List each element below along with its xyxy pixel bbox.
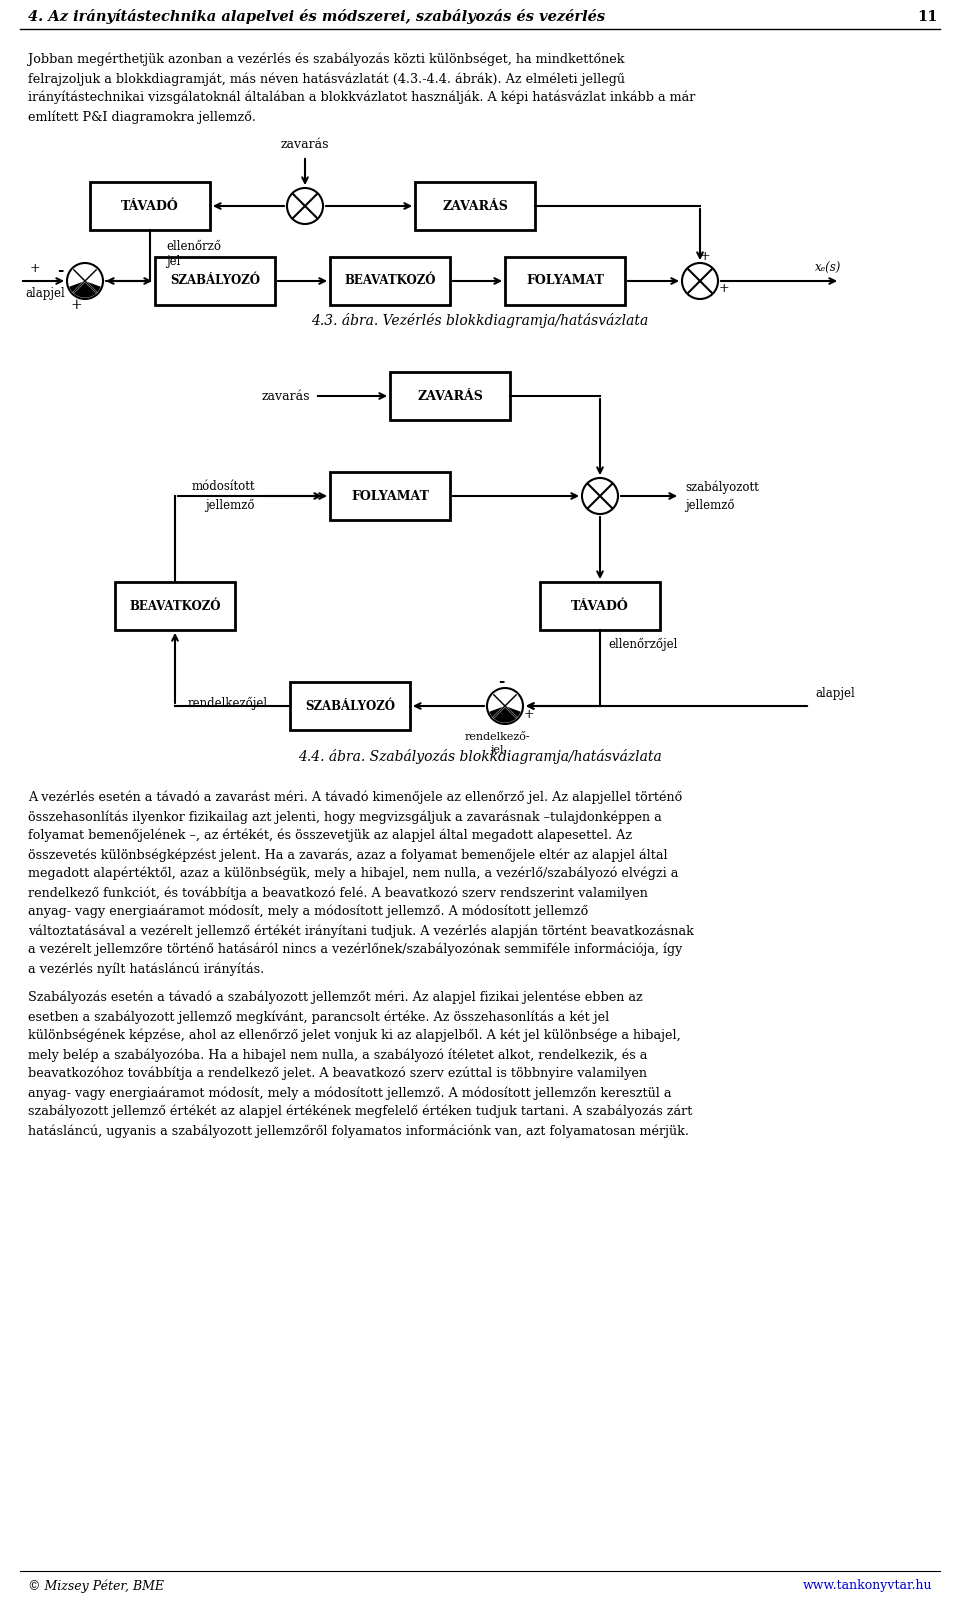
Text: anyag- vagy energiaáramot módosít, mely a módosított jellemző. A módosított jell: anyag- vagy energiaáramot módosít, mely … — [28, 1086, 671, 1099]
Bar — [330, 472, 450, 520]
Text: 4.3. ábra. Vezérlés blokkdiagramja/hatásvázlata: 4.3. ábra. Vezérlés blokkdiagramja/hatás… — [311, 314, 649, 329]
Text: jellemző: jellemző — [685, 498, 734, 512]
Text: 11: 11 — [918, 10, 938, 24]
Bar — [290, 681, 410, 730]
Text: TÁVADÓ: TÁVADÓ — [121, 200, 179, 213]
Bar — [540, 582, 660, 630]
Text: 4. Az irányítástechnika alapelvei és módszerei, szabályozás és vezérlés: 4. Az irányítástechnika alapelvei és mód… — [28, 10, 605, 24]
Text: +: + — [524, 707, 535, 720]
Text: módosított: módosított — [191, 480, 255, 493]
Wedge shape — [69, 280, 101, 298]
Text: SZABÁLYOZÓ: SZABÁLYOZÓ — [170, 274, 260, 287]
Text: TÁVADÓ: TÁVADÓ — [571, 599, 629, 612]
Text: összevetés különbségképzést jelent. Ha a zavarás, azaz a folyamat bemenőjele elt: összevetés különbségképzést jelent. Ha a… — [28, 847, 667, 862]
Circle shape — [67, 263, 103, 300]
Text: alapjel: alapjel — [25, 287, 64, 301]
Wedge shape — [490, 706, 520, 723]
Text: Jobban megérthetjük azonban a vezérlés és szabályozás közti különbséget, ha mind: Jobban megérthetjük azonban a vezérlés é… — [28, 53, 625, 66]
Text: különbségének képzése, ahol az ellenőrző jelet vonjuk ki az alapjelből. A két je: különbségének képzése, ahol az ellenőrző… — [28, 1029, 681, 1042]
Text: -: - — [498, 675, 504, 690]
Text: -: - — [57, 264, 63, 279]
Text: ZAVARÁS: ZAVARÁS — [442, 200, 508, 213]
Text: A vezérlés esetén a távadó a zavarást méri. A távadó kimenőjele az ellenőrző jel: A vezérlés esetén a távadó a zavarást mé… — [28, 791, 683, 804]
Text: összehasonlítás ilyenkor fizikailag azt jelenti, hogy megvizsgáljuk a zavarásnak: összehasonlítás ilyenkor fizikailag azt … — [28, 810, 661, 823]
Text: említett P&I diagramokra jellemző.: említett P&I diagramokra jellemző. — [28, 110, 256, 124]
Text: FOLYAMAT: FOLYAMAT — [351, 490, 429, 503]
Text: www.tankonyvtar.hu: www.tankonyvtar.hu — [803, 1579, 932, 1593]
Text: rendelkezőjel: rendelkezőjel — [188, 696, 268, 709]
Text: +: + — [719, 282, 730, 295]
Text: zavarás: zavarás — [280, 139, 329, 151]
Text: a vezérelt jellemzőre történő hatásáról nincs a vezérlőnek/szabályozónak semmifé: a vezérelt jellemzőre történő hatásáról … — [28, 942, 683, 957]
Text: FOLYAMAT: FOLYAMAT — [526, 274, 604, 287]
Bar — [505, 258, 625, 304]
Text: xₑ(s): xₑ(s) — [815, 261, 841, 274]
Text: beavatkozóhoz továbbítja a rendelkező jelet. A beavatkozó szerv ezúttal is többn: beavatkozóhoz továbbítja a rendelkező je… — [28, 1066, 647, 1081]
Text: rendelkező-: rendelkező- — [465, 731, 530, 743]
Text: megadott alapértéktől, azaz a különbségük, mely a hibajel, nem nulla, a vezérlő/: megadott alapértéktől, azaz a különbségü… — [28, 867, 679, 881]
Text: rendelkező funkciót, és továbbítja a beavatkozó felé. A beavatkozó szerv rendsze: rendelkező funkciót, és továbbítja a bea… — [28, 886, 648, 899]
Text: +: + — [700, 250, 710, 264]
Text: folyamat bemenőjelének –, az értékét, és összevetjük az alapjel által megadott a: folyamat bemenőjelének –, az értékét, és… — [28, 830, 632, 843]
Bar — [415, 182, 535, 230]
Text: anyag- vagy energiaáramot módosít, mely a módosított jellemző. A módosított jell: anyag- vagy energiaáramot módosít, mely … — [28, 905, 588, 918]
Text: mely belép a szabályozóba. Ha a hibajel nem nulla, a szabályozó ítéletet alkot, : mely belép a szabályozóba. Ha a hibajel … — [28, 1049, 647, 1062]
Text: © Mizsey Péter, BME: © Mizsey Péter, BME — [28, 1579, 164, 1593]
Text: ellenőrzőjel: ellenőrzőjel — [608, 638, 678, 651]
Text: irányítástechnikai vizsgálatoknál általában a blokkvázlatot használják. A képi h: irányítástechnikai vizsgálatoknál általá… — [28, 90, 695, 105]
Text: Szabályozás esetén a távadó a szabályozott jellemzőt méri. Az alapjel fizikai je: Szabályozás esetén a távadó a szabályozo… — [28, 991, 643, 1005]
Text: SZABÁLYOZÓ: SZABÁLYOZÓ — [305, 699, 395, 712]
Text: +: + — [30, 263, 40, 275]
Text: felrajzoljuk a blokkdiagramját, más néven hatásvázlatát (4.3.-4.4. ábrák). Az el: felrajzoljuk a blokkdiagramját, más néve… — [28, 72, 625, 85]
Text: BEAVATKOZÓ: BEAVATKOZÓ — [130, 599, 221, 612]
Circle shape — [682, 263, 718, 300]
Bar — [390, 372, 510, 420]
Text: zavarás: zavarás — [261, 390, 310, 403]
Circle shape — [287, 188, 323, 224]
Text: változtatásával a vezérelt jellemző értékét irányítani tudjuk. A vezérlés alapjá: változtatásával a vezérelt jellemző érté… — [28, 925, 694, 938]
Bar — [330, 258, 450, 304]
Text: BEAVATKOZÓ: BEAVATKOZÓ — [345, 274, 436, 287]
Bar — [90, 182, 210, 230]
Bar — [115, 582, 235, 630]
Text: +: + — [71, 298, 83, 313]
Text: hatásláncú, ugyanis a szabályozott jellemzőről folyamatos információnk van, azt : hatásláncú, ugyanis a szabályozott jelle… — [28, 1124, 689, 1137]
Text: szabályozott jellemző értékét az alapjel értékének megfelelő értéken tudjuk tart: szabályozott jellemző értékét az alapjel… — [28, 1105, 692, 1118]
Text: szabályozott: szabályozott — [685, 480, 758, 493]
Text: jel: jel — [166, 255, 180, 267]
Text: a vezérlés nyílt hatásláncú irányítás.: a vezérlés nyílt hatásláncú irányítás. — [28, 962, 264, 976]
Text: jel: jel — [491, 744, 504, 756]
Circle shape — [487, 688, 523, 723]
Bar — [155, 258, 275, 304]
Text: alapjel: alapjel — [815, 686, 854, 699]
Text: ellenőrző: ellenőrző — [166, 240, 221, 253]
Text: esetben a szabályozott jellemző megkívánt, parancsolt értéke. Az összehasonlítás: esetben a szabályozott jellemző megkíván… — [28, 1010, 610, 1023]
Circle shape — [582, 478, 618, 514]
Text: jellemző: jellemző — [205, 498, 255, 512]
Text: ZAVARÁS: ZAVARÁS — [417, 390, 483, 403]
Text: 4.4. ábra. Szabályozás blokkdiagramja/hatásvázlata: 4.4. ábra. Szabályozás blokkdiagramja/ha… — [299, 749, 661, 764]
